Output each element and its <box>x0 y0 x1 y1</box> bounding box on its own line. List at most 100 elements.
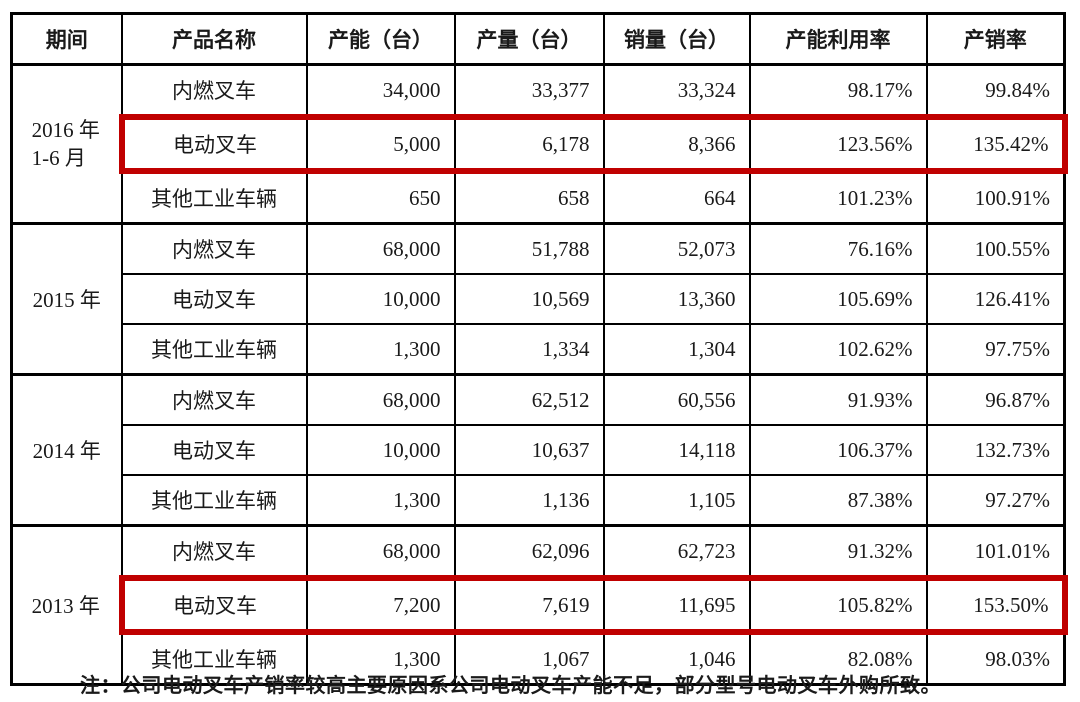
capacity-cell: 1,300 <box>305 474 456 527</box>
capacity-cell: 68,000 <box>305 524 456 579</box>
capacity-cell: 650 <box>305 170 456 225</box>
capacity-cell: 68,000 <box>305 222 456 275</box>
capacity-cell: 5,000 <box>305 114 456 174</box>
output-cell: 1,067 <box>453 631 605 686</box>
sales-ratio-cell: 135.42% <box>925 114 1068 174</box>
header-capacity: 产能（台） <box>305 12 456 66</box>
period-line-1: 2016 年 <box>31 117 100 142</box>
sales-cell: 1,304 <box>602 323 751 376</box>
sales-ratio-cell: 101.01% <box>925 524 1066 579</box>
product-cell: 其他工业车辆 <box>120 323 308 376</box>
utilization-cell: 87.38% <box>748 474 928 527</box>
table-row: 其他工业车辆 1,300 1,136 1,105 87.38% 97.27% <box>12 474 1066 527</box>
product-cell: 其他工业车辆 <box>120 170 308 225</box>
output-cell: 62,512 <box>453 373 605 426</box>
production-sales-table-wrap: 期间 产品名称 产能（台） 产量（台） 销量（台） 产能利用率 产销率 2016… <box>10 12 1068 686</box>
utilization-cell: 106.37% <box>748 424 928 476</box>
table-row: 其他工业车辆 1,300 1,334 1,304 102.62% 97.75% <box>12 323 1066 376</box>
product-cell: 内燃叉车 <box>120 524 308 579</box>
utilization-cell: 123.56% <box>748 114 928 174</box>
sales-cell: 14,118 <box>602 424 751 476</box>
sales-ratio-cell: 100.91% <box>925 170 1066 225</box>
footnote: 注：公司电动叉车产销率较高主要原因系公司电动叉车产能不足，部分型号电动叉车外购所… <box>80 675 941 697</box>
table-row: 2016 年 1-6 月 内燃叉车 34,000 33,377 33,324 9… <box>10 63 1066 225</box>
header-sales-ratio: 产销率 <box>925 12 1066 66</box>
period-cell-2014: 2014 年 <box>10 373 123 527</box>
capacity-cell: 10,000 <box>305 273 456 325</box>
sales-ratio-cell: 97.75% <box>925 323 1066 376</box>
period-cell-2016: 2016 年 1-6 月 <box>10 63 123 225</box>
header-period: 期间 <box>10 12 123 66</box>
product-cell: 电动叉车 <box>118 575 308 635</box>
product-cell: 电动叉车 <box>120 424 308 476</box>
product-cell: 电动叉车 <box>118 114 308 174</box>
utilization-cell: 101.23% <box>748 170 928 225</box>
output-cell: 658 <box>453 170 605 225</box>
utilization-cell: 102.62% <box>748 323 928 376</box>
utilization-cell: 82.08% <box>748 631 928 686</box>
output-cell: 10,569 <box>453 273 605 325</box>
utilization-cell: 76.16% <box>748 222 928 275</box>
utilization-cell: 91.32% <box>748 524 928 579</box>
sales-cell: 1,105 <box>602 474 751 527</box>
table-row: 2014 年 内燃叉车 68,000 62,512 60,556 91.93% … <box>10 373 1066 527</box>
utilization-cell: 105.82% <box>748 575 928 635</box>
product-cell: 内燃叉车 <box>120 373 308 426</box>
table-row: 其他工业车辆 650 658 664 101.23% 100.91% <box>12 170 1066 225</box>
utilization-cell: 98.17% <box>748 63 928 118</box>
sales-cell: 664 <box>602 170 751 225</box>
output-cell: 1,136 <box>453 474 605 527</box>
output-cell: 7,619 <box>453 575 605 635</box>
header-sales: 销量（台） <box>602 12 751 66</box>
header-utilization: 产能利用率 <box>748 12 928 66</box>
capacity-cell: 10,000 <box>305 424 456 476</box>
product-cell: 电动叉车 <box>120 273 308 325</box>
highlighted-row-2016-electric: 电动叉车 5,000 6,178 8,366 123.56% 135.42% <box>12 114 1068 174</box>
output-cell: 1,334 <box>453 323 605 376</box>
sales-ratio-cell: 100.55% <box>925 222 1066 275</box>
product-cell: 内燃叉车 <box>120 222 308 275</box>
header-row: 期间 产品名称 产能（台） 产量（台） 销量（台） 产能利用率 产销率 <box>10 12 1066 66</box>
capacity-cell: 1,300 <box>305 323 456 376</box>
period-line-2: 1-6 月 <box>31 146 86 170</box>
sales-cell: 11,695 <box>602 575 751 635</box>
sales-cell: 60,556 <box>602 373 751 426</box>
output-cell: 6,178 <box>453 114 605 174</box>
capacity-cell: 1,300 <box>305 631 456 686</box>
product-cell: 其他工业车辆 <box>120 474 308 527</box>
utilization-cell: 91.93% <box>748 373 928 426</box>
sales-ratio-cell: 98.03% <box>925 631 1066 686</box>
production-sales-table: 期间 产品名称 产能（台） 产量（台） 销量（台） 产能利用率 产销率 2016… <box>10 12 1068 686</box>
table-row: 电动叉车 10,000 10,569 13,360 105.69% 126.41… <box>12 273 1066 325</box>
sales-ratio-cell: 96.87% <box>925 373 1066 426</box>
table-row: 其他工业车辆 1,300 1,067 1,046 82.08% 98.03% <box>12 631 1066 686</box>
product-cell: 其他工业车辆 <box>120 631 308 686</box>
table-row: 2013 年 内燃叉车 68,000 62,096 62,723 91.32% … <box>10 524 1066 686</box>
capacity-cell: 34,000 <box>305 63 456 118</box>
header-product: 产品名称 <box>120 12 308 66</box>
sales-cell: 62,723 <box>602 524 751 579</box>
sales-ratio-cell: 99.84% <box>925 63 1066 118</box>
sales-ratio-cell: 153.50% <box>925 575 1068 635</box>
sales-ratio-cell: 132.73% <box>925 424 1066 476</box>
output-cell: 62,096 <box>453 524 605 579</box>
table-row: 电动叉车 10,000 10,637 14,118 106.37% 132.73… <box>12 424 1066 476</box>
sales-cell: 33,324 <box>602 63 751 118</box>
sales-cell: 8,366 <box>602 114 751 174</box>
sales-ratio-cell: 126.41% <box>925 273 1066 325</box>
capacity-cell: 7,200 <box>305 575 456 635</box>
table-row: 2015 年 内燃叉车 68,000 51,788 52,073 76.16% … <box>10 222 1066 376</box>
output-cell: 33,377 <box>453 63 605 118</box>
output-cell: 51,788 <box>453 222 605 275</box>
output-cell: 10,637 <box>453 424 605 476</box>
utilization-cell: 105.69% <box>748 273 928 325</box>
sales-cell: 52,073 <box>602 222 751 275</box>
period-cell-2015: 2015 年 <box>10 222 123 376</box>
period-cell-2013: 2013 年 <box>10 524 123 686</box>
sales-cell: 1,046 <box>602 631 751 686</box>
header-output: 产量（台） <box>453 12 605 66</box>
sales-ratio-cell: 97.27% <box>925 474 1066 527</box>
sales-cell: 13,360 <box>602 273 751 325</box>
capacity-cell: 68,000 <box>305 373 456 426</box>
